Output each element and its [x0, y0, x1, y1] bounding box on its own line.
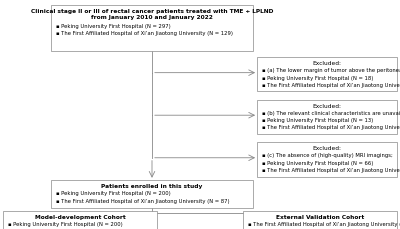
Text: ▪ (a) The lower margin of tumor above the peritoneal reflection;: ▪ (a) The lower margin of tumor above th…: [262, 68, 400, 73]
Text: ▪ Peking University First Hospital (N = 13): ▪ Peking University First Hospital (N = …: [262, 117, 373, 123]
Text: ▪ (b) The relevant clinical characteristics are unavailable;: ▪ (b) The relevant clinical characterist…: [262, 110, 400, 115]
FancyBboxPatch shape: [257, 58, 397, 92]
FancyBboxPatch shape: [51, 180, 253, 208]
Text: ▪ The First Affiliated Hospital of Xi’an Jiaotong University (N = 21): ▪ The First Affiliated Hospital of Xi’an…: [262, 82, 400, 87]
FancyBboxPatch shape: [243, 211, 397, 229]
Text: ▪ The First Affiliated Hospital of Xi’an Jiaotong University (N = 17): ▪ The First Affiliated Hospital of Xi’an…: [262, 167, 400, 172]
FancyBboxPatch shape: [257, 100, 397, 134]
Text: Clinical stage II or III of rectal cancer patients treated with TME + LPLND
from: Clinical stage II or III of rectal cance…: [31, 9, 273, 20]
Text: ▪ Peking University First Hospital (N = 66): ▪ Peking University First Hospital (N = …: [262, 160, 373, 165]
Text: ▪ The First Affiliated Hospital of Xi’an Jiaotong University (N = 129): ▪ The First Affiliated Hospital of Xi’an…: [56, 31, 233, 36]
FancyBboxPatch shape: [51, 6, 253, 52]
Text: Excluded:: Excluded:: [312, 103, 342, 108]
Text: Patients enrolled in this study: Patients enrolled in this study: [101, 183, 203, 188]
Text: ▪ Peking University First Hospital (N = 297): ▪ Peking University First Hospital (N = …: [56, 24, 171, 29]
Text: Model-development Cohort: Model-development Cohort: [35, 214, 125, 219]
FancyBboxPatch shape: [257, 143, 397, 177]
Text: Excluded:: Excluded:: [312, 145, 342, 150]
Text: ▪ Peking University First Hospital (N = 200): ▪ Peking University First Hospital (N = …: [56, 191, 171, 196]
Text: ▪ The First Affiliated Hospital of Xi’an Jiaotong University (N = 4): ▪ The First Affiliated Hospital of Xi’an…: [262, 125, 400, 130]
Text: Excluded:: Excluded:: [312, 61, 342, 66]
Text: ▪ The First Affiliated Hospital of Xi’an Jiaotong University (N = 87): ▪ The First Affiliated Hospital of Xi’an…: [248, 221, 400, 226]
Text: ▪ Peking University First Hospital (N = 200): ▪ Peking University First Hospital (N = …: [8, 221, 123, 226]
Text: External Validation Cohort: External Validation Cohort: [276, 214, 364, 219]
Text: ▪ The First Affiliated Hospital of Xi’an Jiaotong University (N = 87): ▪ The First Affiliated Hospital of Xi’an…: [56, 198, 230, 203]
Text: ▪ (c) The absence of (high-quality) MRI imagings;: ▪ (c) The absence of (high-quality) MRI …: [262, 153, 393, 158]
Text: ▪ Peking University First Hospital (N = 18): ▪ Peking University First Hospital (N = …: [262, 75, 373, 80]
FancyBboxPatch shape: [3, 211, 157, 229]
